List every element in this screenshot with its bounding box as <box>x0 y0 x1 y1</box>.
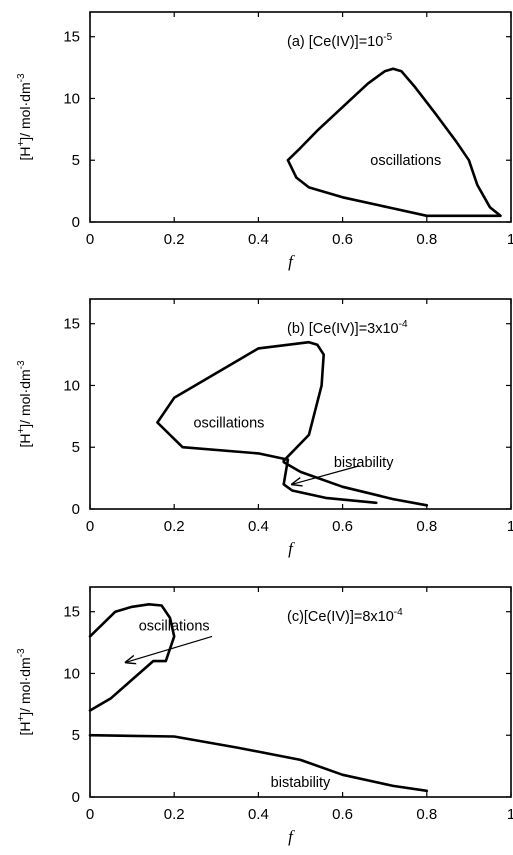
region-label: oscillations <box>139 618 210 634</box>
boundary-curve <box>88 733 429 793</box>
y-label-sup: -3 <box>16 360 27 369</box>
y-tick-label: 0 <box>72 789 80 806</box>
y-tick-label: 0 <box>72 214 80 231</box>
y-tick-label: 10 <box>63 377 80 394</box>
annotation-arrow <box>126 635 213 662</box>
y-label-sup: + <box>16 141 27 147</box>
panel-title: (b) [Ce(IV)]=3x10-4 <box>287 319 408 337</box>
boundary-curve <box>88 602 176 712</box>
plot-frame <box>89 586 512 798</box>
panel-title-text: (b) [Ce(IV)]=3x10 <box>287 321 399 337</box>
y-tick-label: 10 <box>63 90 80 107</box>
region-label: bistability <box>271 775 331 791</box>
y-label-sup: + <box>16 428 27 434</box>
x-tick-label: 0.4 <box>248 231 269 248</box>
y-tick-label: 5 <box>72 152 80 169</box>
y-axis-label: [H+]/ mol·dm-3 <box>16 73 33 161</box>
region-label: oscillations <box>370 153 441 169</box>
y-label-sup: -3 <box>16 648 27 657</box>
x-tick-label: 0 <box>86 518 94 535</box>
y-tick-label: 15 <box>63 604 80 621</box>
plot-frame <box>89 298 512 510</box>
y-label-text: ]/ mol·dm <box>17 82 33 140</box>
y-tick-label: 5 <box>72 439 80 456</box>
x-tick-label: 0 <box>86 231 94 248</box>
y-label-text: ]/ mol·dm <box>17 657 33 715</box>
y-tick-label: 0 <box>72 501 80 518</box>
y-label-text: ]/ mol·dm <box>17 369 33 427</box>
panel-title-text: (a) [Ce(IV)]=10 <box>287 34 383 50</box>
y-axis-label: [H+]/ mol·dm-3 <box>16 648 33 736</box>
annotation-arrow <box>292 465 360 485</box>
y-tick-label: 15 <box>63 316 80 333</box>
x-tick-label: 0.2 <box>164 806 185 823</box>
x-tick-label: 0.6 <box>332 806 353 823</box>
y-label-sup: + <box>16 716 27 722</box>
x-tick-label: 1 <box>507 518 513 535</box>
y-tick-label: 5 <box>72 727 80 744</box>
y-label-text: [H <box>17 434 33 448</box>
x-tick-label: 1 <box>507 806 513 823</box>
region-label: oscillations <box>193 416 264 432</box>
x-tick-label: 0.6 <box>332 518 353 535</box>
x-tick-label: 0.2 <box>164 231 185 248</box>
x-axis-label: f <box>288 539 295 558</box>
y-label-sup: -3 <box>16 73 27 82</box>
region-label: bistability <box>334 455 394 471</box>
x-tick-label: 0.8 <box>416 518 437 535</box>
x-tick-label: 0.4 <box>248 806 269 823</box>
x-tick-label: 0.8 <box>416 806 437 823</box>
x-tick-label: 0.6 <box>332 231 353 248</box>
panel-title: (c)[Ce(IV)]=8x10-4 <box>287 607 403 625</box>
y-tick-label: 10 <box>63 665 80 682</box>
y-label-text: [H <box>17 722 33 736</box>
panel-title-sup: -5 <box>383 32 392 43</box>
plot-frame <box>89 11 512 223</box>
x-axis-label: f <box>288 827 295 846</box>
boundary-curve <box>156 340 429 507</box>
y-label-text: [H <box>17 147 33 161</box>
y-axis-label: [H+]/ mol·dm-3 <box>16 360 33 448</box>
panel-title: (a) [Ce(IV)]=10-5 <box>287 32 393 50</box>
x-axis-label: f <box>288 252 295 271</box>
panel-title-sup: -4 <box>394 607 403 618</box>
x-tick-label: 0.8 <box>416 231 437 248</box>
boundary-curve <box>286 67 502 218</box>
x-tick-label: 0.2 <box>164 518 185 535</box>
x-tick-label: 0 <box>86 806 94 823</box>
panel-title-text: (c)[Ce(IV)]=8x10 <box>287 609 394 625</box>
panel-title-sup: -4 <box>399 319 408 330</box>
x-tick-label: 1 <box>507 231 513 248</box>
y-tick-label: 15 <box>63 29 80 46</box>
x-tick-label: 0.4 <box>248 518 269 535</box>
